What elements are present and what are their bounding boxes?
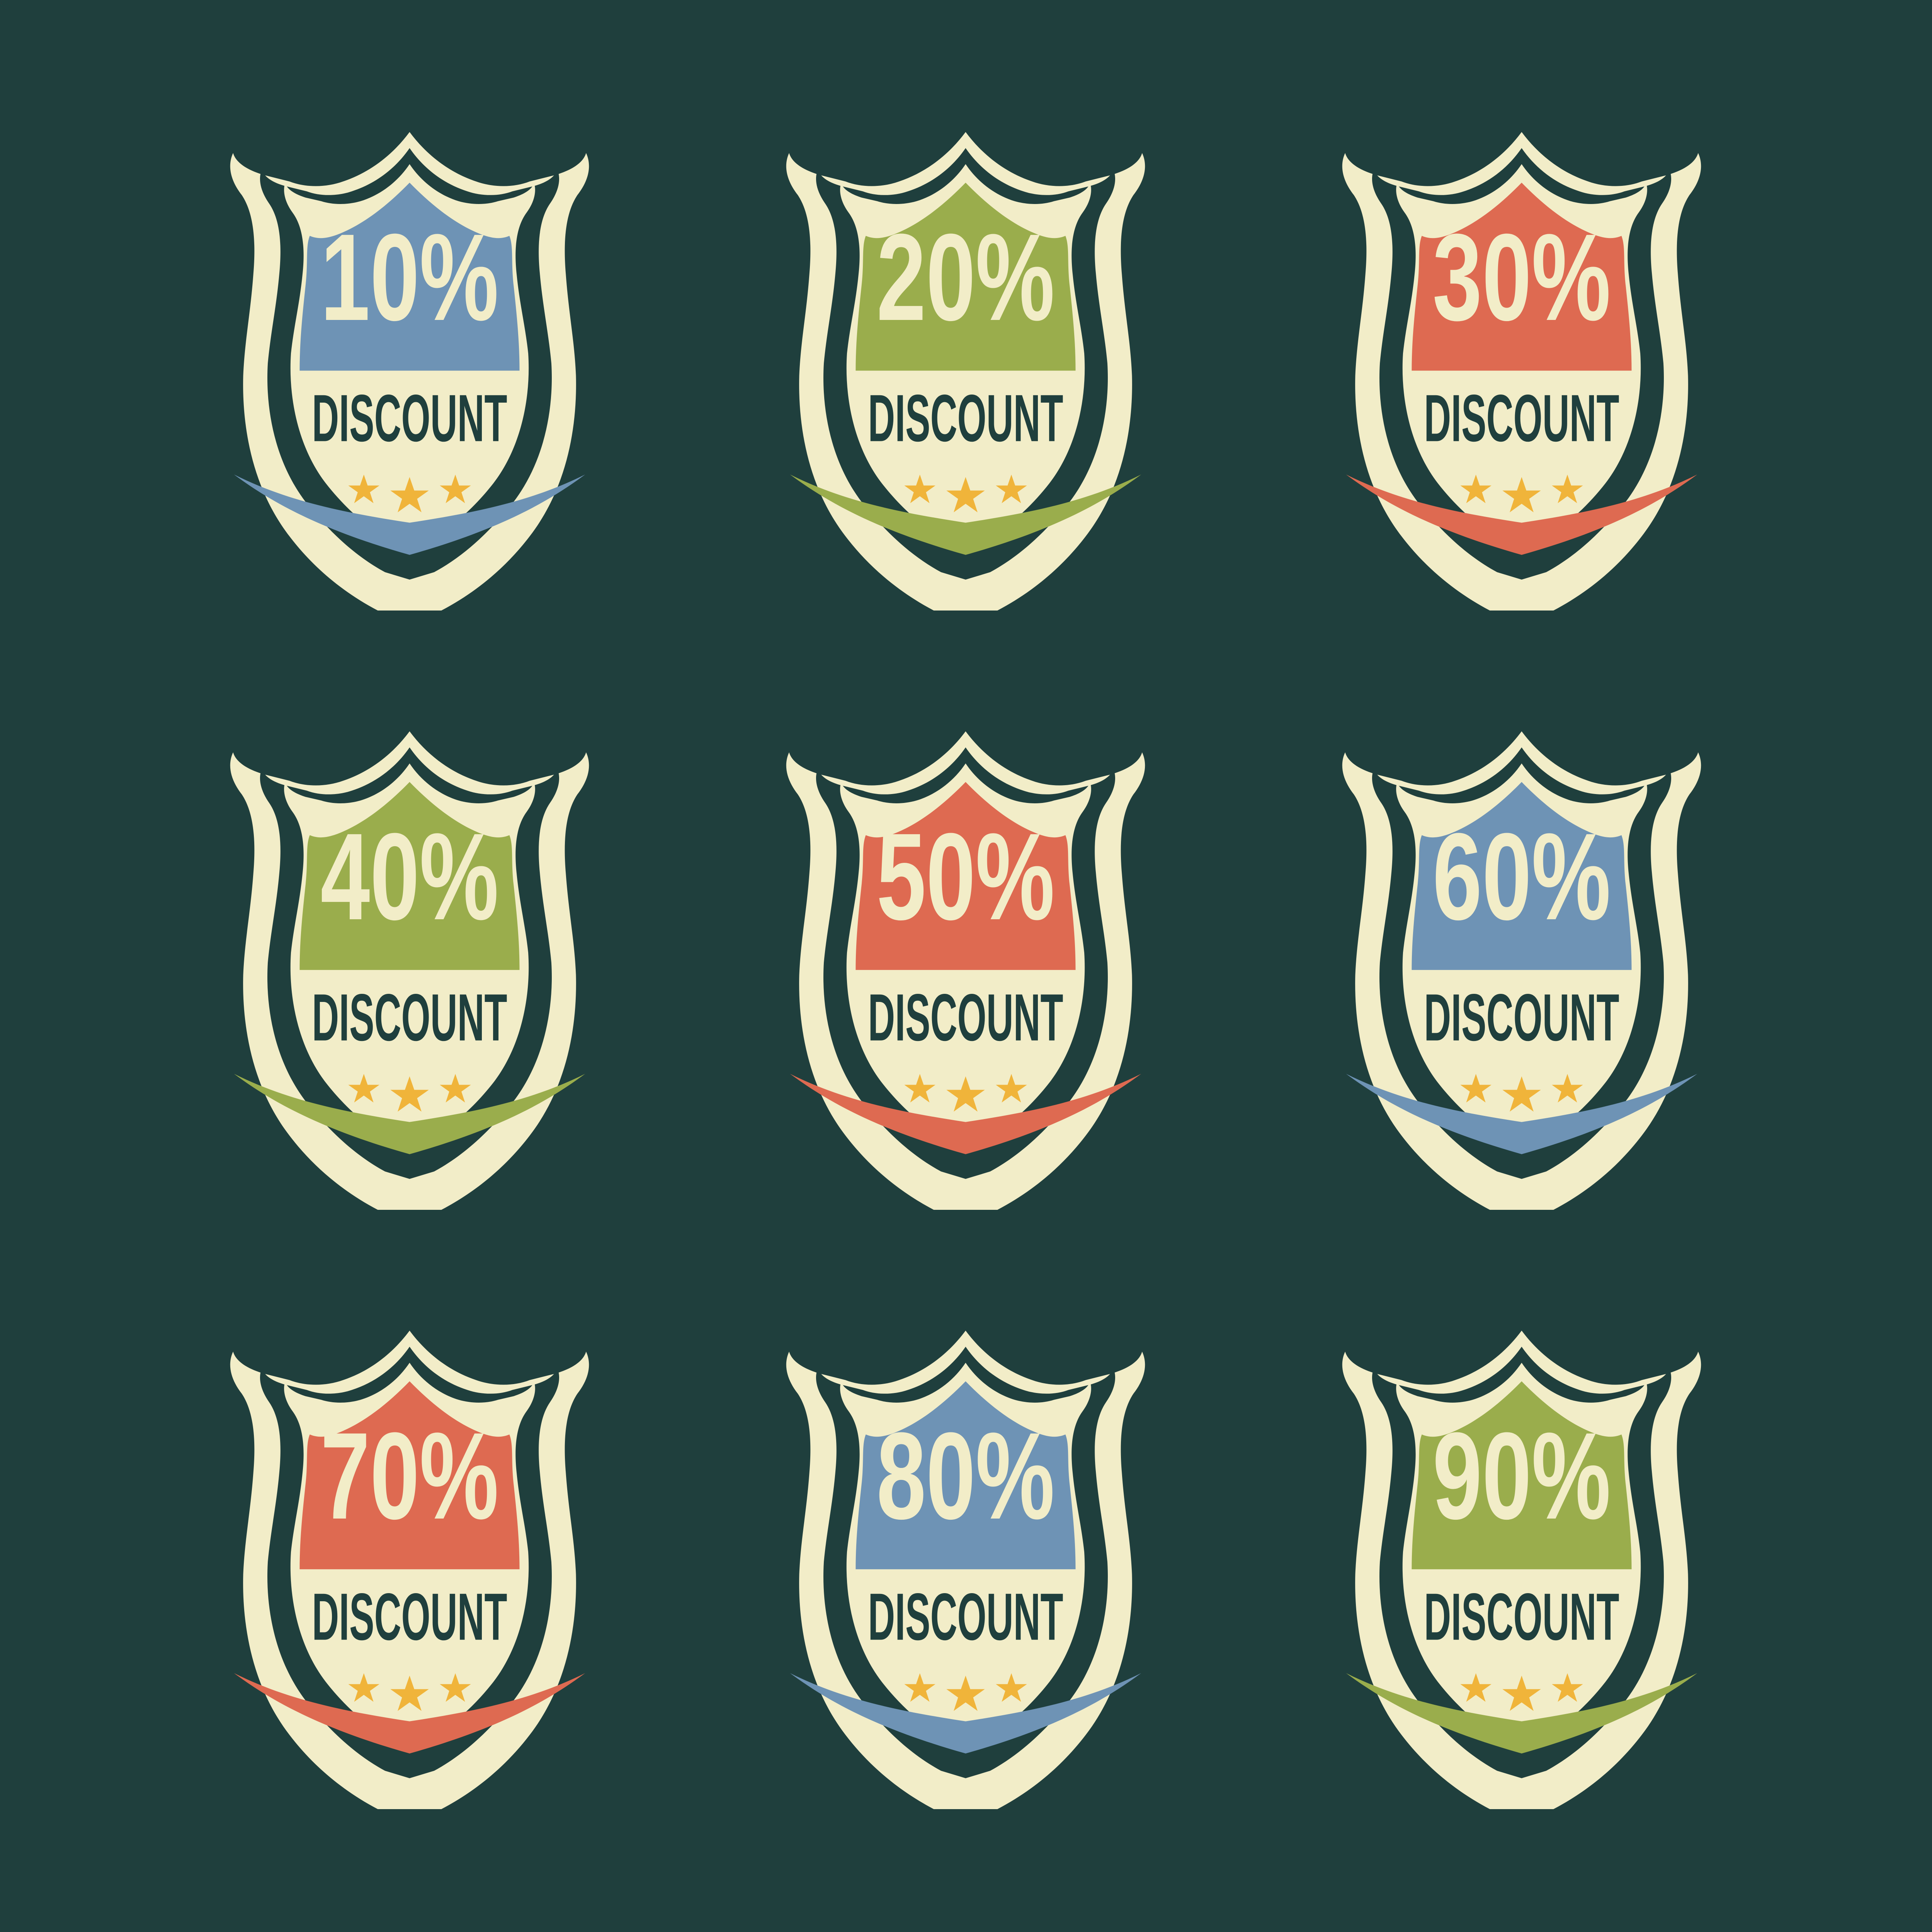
svg-text:10%: 10% [320, 208, 498, 346]
svg-text:60%: 60% [1432, 808, 1611, 946]
svg-text:90%: 90% [1432, 1407, 1611, 1545]
svg-text:DISCOUNT: DISCOUNT [312, 980, 507, 1054]
svg-text:20%: 20% [876, 208, 1054, 346]
svg-text:DISCOUNT: DISCOUNT [1424, 980, 1619, 1054]
svg-text:DISCOUNT: DISCOUNT [868, 980, 1063, 1054]
svg-text:DISCOUNT: DISCOUNT [312, 380, 507, 455]
svg-text:DISCOUNT: DISCOUNT [1424, 380, 1619, 455]
svg-text:40%: 40% [320, 808, 498, 946]
svg-text:DISCOUNT: DISCOUNT [312, 1579, 507, 1654]
svg-text:80%: 80% [876, 1407, 1054, 1545]
svg-text:DISCOUNT: DISCOUNT [868, 1579, 1063, 1654]
svg-text:30%: 30% [1432, 208, 1611, 346]
svg-text:70%: 70% [320, 1407, 498, 1545]
svg-text:DISCOUNT: DISCOUNT [868, 380, 1063, 455]
svg-text:50%: 50% [876, 808, 1054, 946]
svg-text:DISCOUNT: DISCOUNT [1424, 1579, 1619, 1654]
